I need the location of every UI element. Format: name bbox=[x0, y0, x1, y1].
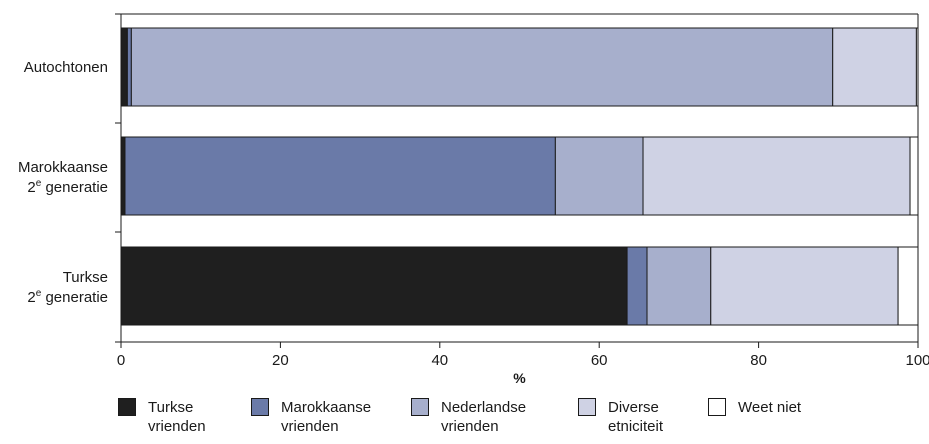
category-label-1-line2: 2e generatie bbox=[27, 178, 108, 196]
legend-swatch-2 bbox=[411, 398, 429, 416]
bar-segment-2-0 bbox=[120, 246, 628, 326]
bar-segment-0-2 bbox=[130, 27, 834, 107]
bar-segment-1-1 bbox=[124, 136, 556, 216]
legend-swatch-4 bbox=[708, 398, 726, 416]
legend-label-1: Marokkaanse vrienden bbox=[281, 399, 372, 435]
bar-segment-1-4 bbox=[909, 136, 919, 216]
x-tick-label-4: 80 bbox=[750, 352, 767, 369]
legend-label-2: Nederlandse vrienden bbox=[441, 399, 527, 435]
category-label-1-line1: Marokkaanse bbox=[18, 159, 108, 176]
bar-segment-1-0 bbox=[120, 136, 126, 216]
bar-segment-0-3 bbox=[832, 27, 917, 107]
category-label-2-line2: 2e generatie bbox=[27, 288, 108, 306]
bar-segment-1-2 bbox=[554, 136, 644, 216]
x-tick-label-5: 100 bbox=[905, 352, 929, 369]
bar-segment-2-2 bbox=[646, 246, 712, 326]
bar-segment-2-4 bbox=[897, 246, 919, 326]
legend: Turkse vrienden Marokkaanse vrienden Neder… bbox=[118, 394, 918, 439]
x-axis-label: % bbox=[513, 370, 526, 386]
x-tick-label-3: 60 bbox=[591, 352, 608, 369]
bar-segment-0-1 bbox=[126, 27, 132, 107]
x-tick-label-2: 40 bbox=[431, 352, 448, 369]
bar-segment-2-1 bbox=[626, 246, 648, 326]
legend-swatch-3 bbox=[578, 398, 596, 416]
legend-label-4: Weet niet bbox=[738, 399, 802, 416]
legend-label-0: Turkse vrienden bbox=[148, 399, 206, 435]
category-label-2-line1: Turkse bbox=[63, 269, 108, 286]
bar-segment-1-3 bbox=[642, 136, 911, 216]
legend-label-3: Diverse etniciteit bbox=[608, 399, 664, 435]
x-tick-label-0: 0 bbox=[117, 352, 125, 369]
bar-segment-2-3 bbox=[710, 246, 899, 326]
bar-segment-0-0 bbox=[120, 27, 128, 107]
category-label-0: Autochtonen bbox=[24, 59, 108, 76]
legend-swatch-0 bbox=[118, 398, 136, 416]
legend-swatch-1 bbox=[251, 398, 269, 416]
bar-segment-0-4 bbox=[915, 27, 919, 107]
x-tick-label-1: 20 bbox=[272, 352, 289, 369]
